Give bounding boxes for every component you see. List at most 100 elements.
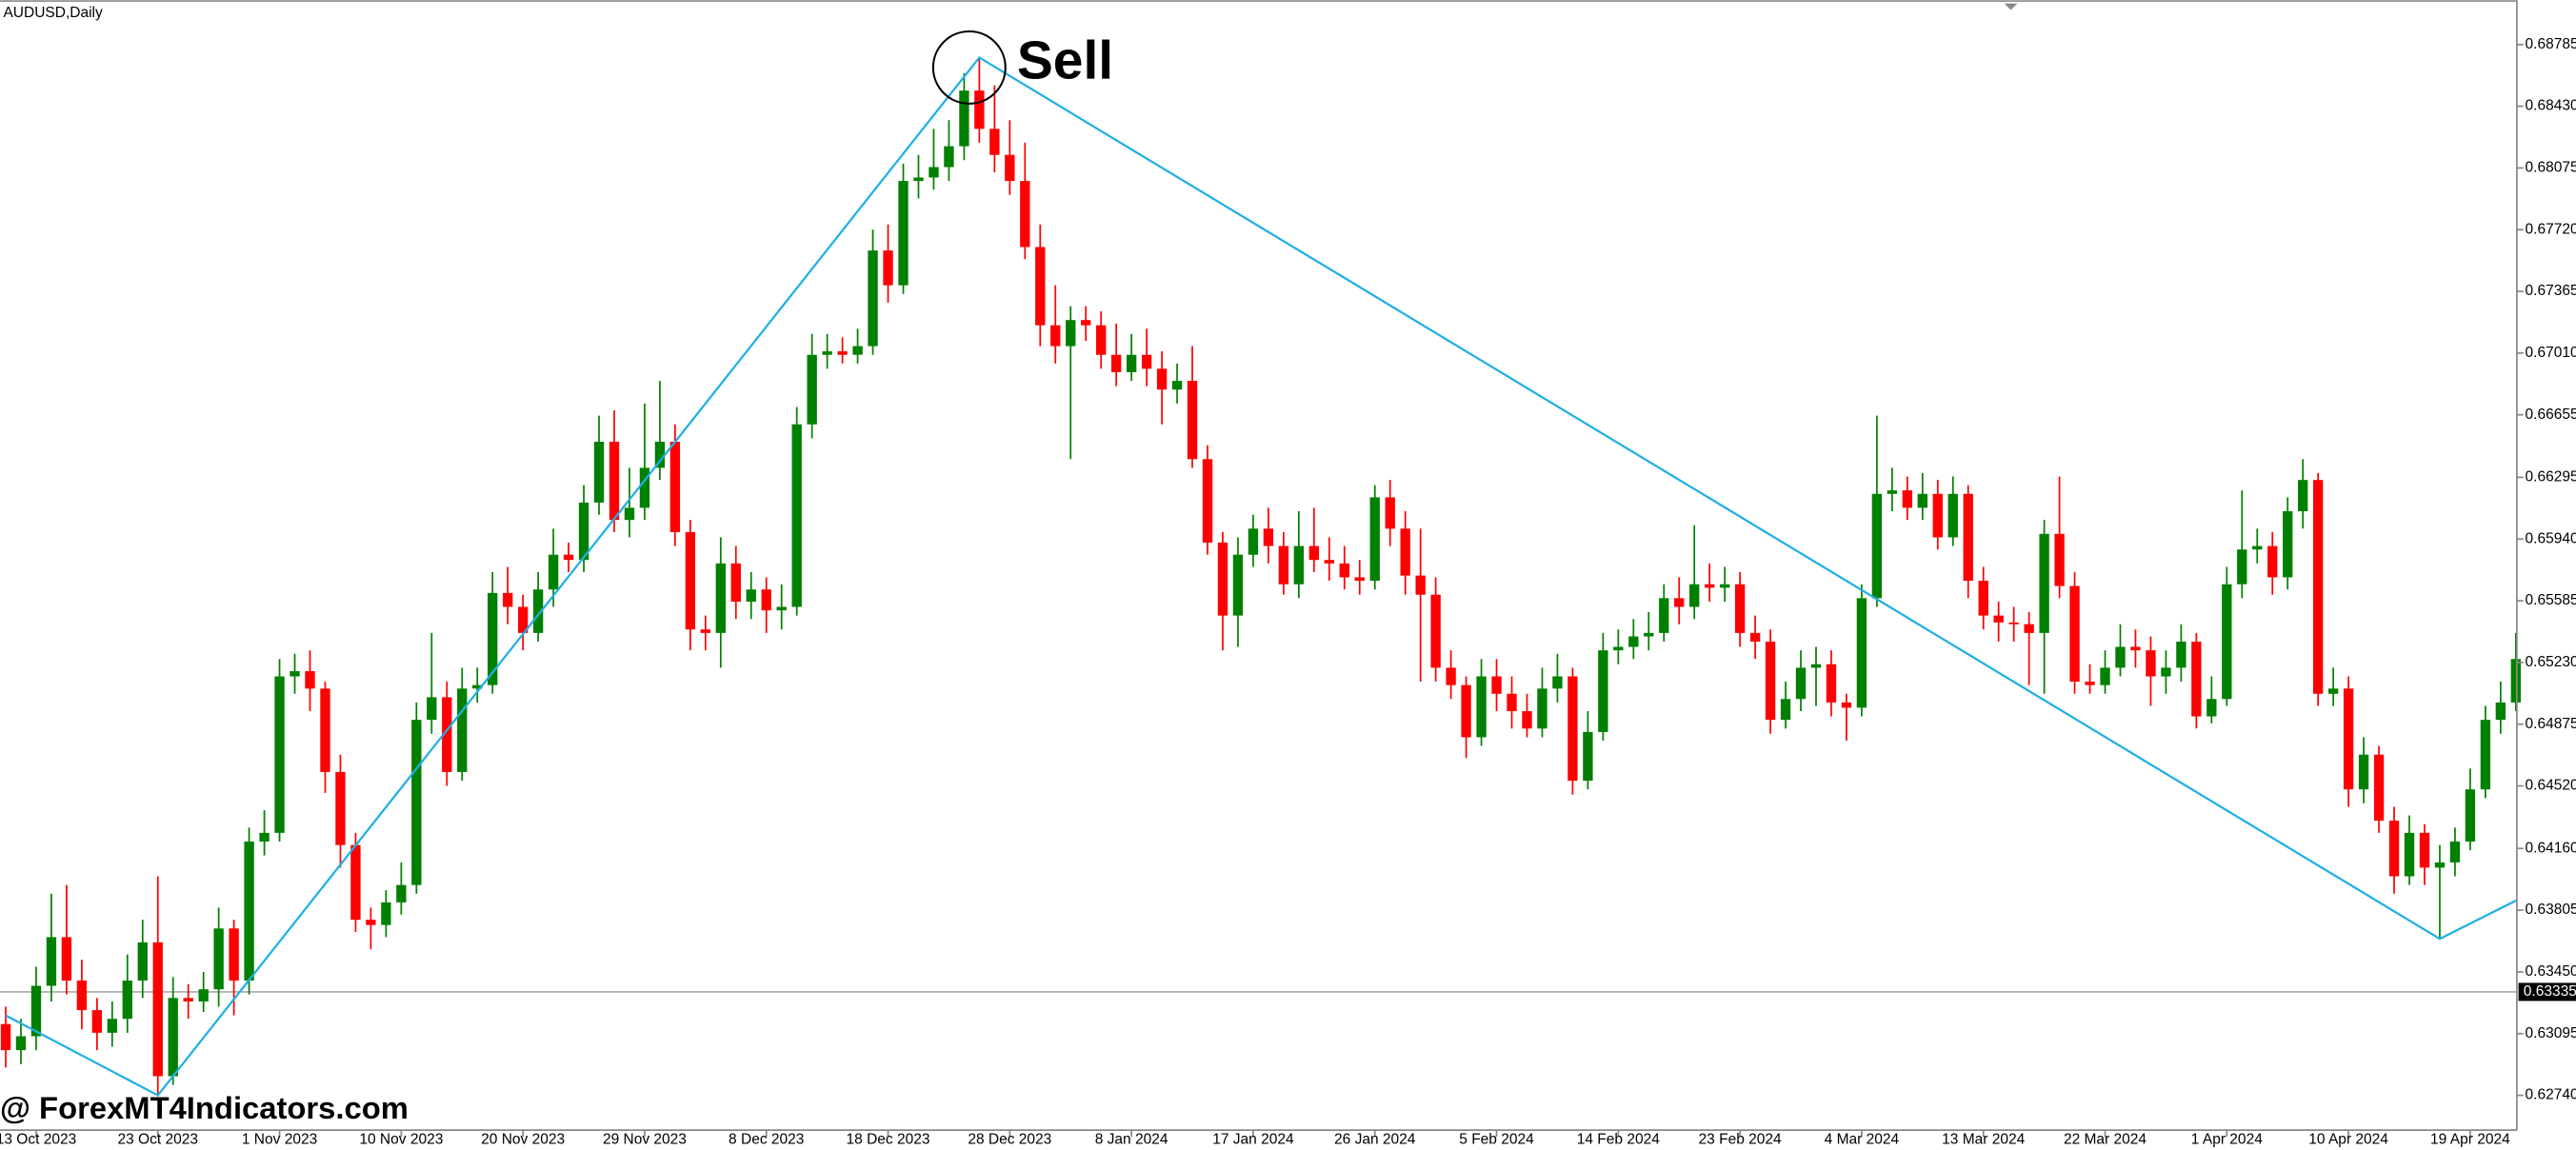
y-tick-label: 0.66655 [2526,406,2576,423]
candle-body [593,442,605,503]
candle-body [1430,594,1441,668]
x-tick-label: 20 Nov 2023 [481,1132,565,1148]
candle-body [2130,646,2141,651]
candle-body [624,507,635,521]
candle-body [2404,832,2415,877]
x-tick-label: 8 Dec 2023 [729,1132,804,1148]
y-tick-label: 0.63450 [2526,963,2576,980]
candle-body [2358,754,2369,790]
candle-body [213,928,224,990]
candle-body [1005,154,1015,182]
candle-body [1689,584,1700,607]
x-tick-label: 8 Jan 2024 [1095,1132,1168,1148]
candle-body [532,589,544,633]
candle-body [488,592,498,685]
candle-body [2495,702,2506,721]
candle-body [1659,598,1669,633]
sell-annotation: Sell [1017,30,1113,91]
candle-body [107,1019,118,1033]
y-tick-label: 0.68075 [2526,160,2576,176]
candle-body [320,688,330,772]
x-tick-label: 5 Feb 2024 [1459,1132,1534,1148]
candle-body [730,563,741,602]
candle-body [1354,577,1365,582]
candle-body [366,920,376,925]
candle-body [654,442,666,468]
candle-body [305,671,315,689]
candle-body [2434,862,2446,868]
x-tick-label: 22 Mar 2024 [2064,1132,2147,1148]
candle-body [1461,684,1471,738]
x-tick-label: 1 Nov 2023 [242,1132,317,1148]
candle-body [137,942,148,981]
candle-body [2146,650,2156,677]
candle-body [1978,581,1988,616]
y-tick-label: 0.67010 [2526,345,2576,361]
candle-body [1035,247,1046,326]
candle-body [1917,493,1927,508]
candle-body [396,884,407,902]
candle-body [2267,545,2278,578]
candle-body [1156,368,1168,390]
candle-body [335,771,346,845]
candle-body [411,720,422,885]
candle-body [2222,584,2232,700]
candle-body [91,1010,103,1033]
candle-body [2054,533,2065,586]
candle-body [700,629,711,633]
candle-body [959,90,969,147]
candle-body [1537,688,1548,729]
candle-body [913,177,924,182]
candle-body [669,442,681,532]
candle-body [46,937,57,986]
candle-body [259,832,270,842]
candle-body [2343,688,2354,790]
candle-body [715,563,726,633]
y-tick-label: 0.65230 [2526,654,2576,670]
candle-body [1263,528,1274,546]
candle-body [1110,354,1122,372]
candle-body [472,684,483,689]
candle-body [2510,659,2522,703]
y-tick-label: 0.66295 [2526,469,2576,486]
candle-body [807,354,817,425]
candle-body [1293,545,1305,585]
candle-body [2085,681,2095,685]
candle-body [2252,545,2263,550]
candle-body [61,937,72,981]
candle-body [1552,676,1563,689]
candle-body [1993,615,2004,623]
candle-body [974,90,985,129]
candle-body [350,844,361,921]
candle-body [457,688,468,772]
candle-body [883,250,893,286]
y-tick-label: 0.67365 [2526,283,2576,299]
candle-body [1491,676,1502,694]
candle-body [1081,320,1091,326]
x-tick-label: 23 Feb 2024 [1699,1132,1783,1148]
sell-circle [931,30,1007,105]
candle-body [1963,493,1973,582]
candle-body [639,467,650,508]
candle-body [1749,632,1761,642]
candle-body [746,589,756,602]
candle-body [1507,693,1517,712]
candle-body [1719,584,1730,588]
price-label-box [2518,982,2576,1001]
x-tick-label: 26 Jan 2024 [1334,1132,1416,1148]
candle-body [198,989,209,1001]
candle-body [30,985,42,1037]
candle-body [15,1036,27,1051]
candle-body [2176,641,2187,668]
candle-body [578,502,589,561]
candle-body [898,181,909,286]
candle-body [1339,563,1349,578]
y-tick-label: 0.64875 [2526,716,2576,732]
y-tick-label: 0.64160 [2526,840,2576,856]
candle-body [274,676,285,833]
y-tick-label: 0.67720 [2526,221,2576,237]
x-tick-label: 13 Oct 2023 [0,1132,76,1148]
candle-body [1765,641,1776,721]
candle-body [609,442,620,521]
candle-body [1871,493,1883,599]
